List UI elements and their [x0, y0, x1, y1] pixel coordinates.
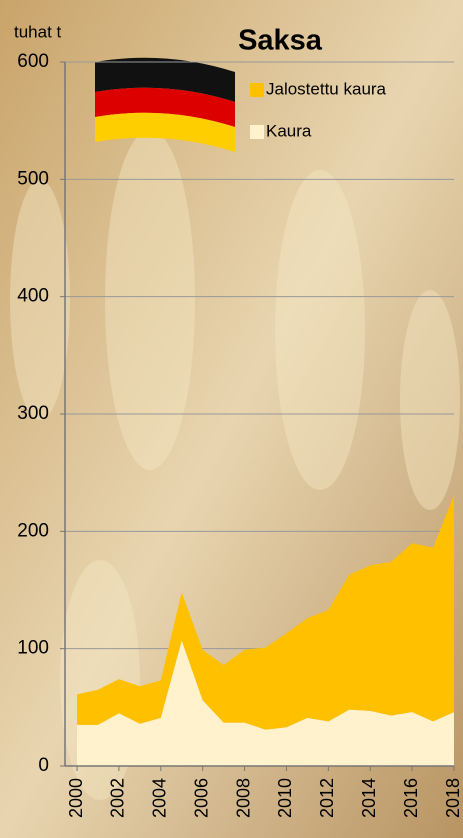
- y-tick-label: 100: [17, 638, 49, 659]
- y-tick-label: 200: [17, 520, 49, 541]
- x-tick-label: 2004: [150, 778, 170, 818]
- legend-swatch: [250, 83, 264, 97]
- legend-label: Jalostettu kaura: [266, 79, 387, 98]
- y-axis-label: tuhat t: [14, 22, 62, 41]
- x-tick-label: 2018: [443, 778, 463, 818]
- flag: [95, 58, 235, 152]
- y-tick-label: 500: [17, 168, 49, 189]
- chart-title: Saksa: [238, 25, 323, 57]
- x-tick-label: 2016: [401, 778, 421, 818]
- x-tick-label: 2002: [108, 778, 128, 818]
- x-tick-label: 2014: [359, 778, 379, 818]
- y-tick-label: 400: [17, 286, 49, 307]
- x-tick-label: 2012: [317, 778, 337, 818]
- y-tick-label: 0: [38, 755, 49, 776]
- chart: tuhat t Saksa 0 100 200 300 400 500 600 2000 200…: [0, 0, 463, 838]
- x-tick-label: 2000: [66, 778, 86, 818]
- x-tick-label: 2010: [275, 778, 295, 818]
- x-tick-label: 2006: [191, 778, 211, 818]
- x-tick-label: 2008: [233, 778, 253, 818]
- y-tick-label: 600: [17, 51, 49, 72]
- y-tick-label: 300: [17, 403, 49, 424]
- legend-label: Kaura: [266, 121, 312, 140]
- legend-swatch: [250, 125, 264, 139]
